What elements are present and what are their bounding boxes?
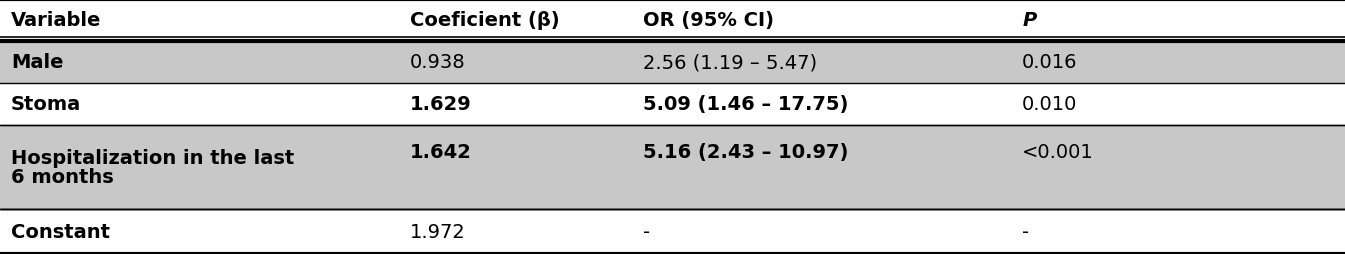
- Text: 5.16 (2.43 – 10.97): 5.16 (2.43 – 10.97): [643, 143, 849, 162]
- Text: Variable: Variable: [11, 11, 101, 30]
- Text: 1.629: 1.629: [410, 95, 472, 114]
- Text: <0.001: <0.001: [1022, 143, 1093, 162]
- Text: OR (95% CI): OR (95% CI): [643, 11, 773, 30]
- Bar: [0, 42, 1345, 84]
- Text: -: -: [1022, 222, 1029, 241]
- Bar: [0, 125, 1345, 209]
- Text: Coeficient (β): Coeficient (β): [410, 11, 560, 30]
- Text: Stoma: Stoma: [11, 95, 81, 114]
- Text: Constant: Constant: [11, 222, 110, 241]
- Text: 5.09 (1.46 – 17.75): 5.09 (1.46 – 17.75): [643, 95, 849, 114]
- Text: 1.642: 1.642: [410, 143, 472, 162]
- Bar: [0, 0, 1345, 42]
- Text: 0.016: 0.016: [1022, 53, 1077, 72]
- Text: 1.972: 1.972: [410, 222, 465, 241]
- Text: P: P: [1022, 11, 1037, 30]
- Bar: [0, 209, 1345, 254]
- Text: 0.010: 0.010: [1022, 95, 1077, 114]
- Text: 0.938: 0.938: [410, 53, 465, 72]
- Text: Male: Male: [11, 53, 63, 72]
- Bar: [0, 84, 1345, 125]
- Text: 6 months: 6 months: [11, 168, 113, 187]
- Text: 2.56 (1.19 – 5.47): 2.56 (1.19 – 5.47): [643, 53, 816, 72]
- Text: Hospitalization in the last: Hospitalization in the last: [11, 148, 295, 167]
- Text: -: -: [643, 222, 650, 241]
